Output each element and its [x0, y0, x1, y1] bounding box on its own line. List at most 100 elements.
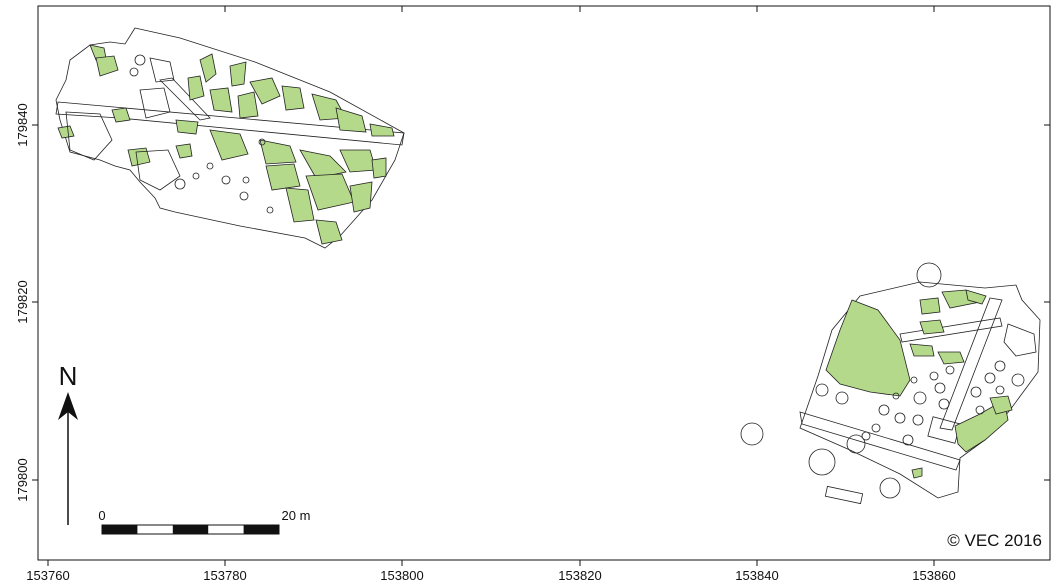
x-axis-ticks: 153760 153780 153800 153820 153840 15386… [26, 6, 956, 583]
green-feature [237, 91, 259, 119]
pit-feature [134, 54, 146, 66]
y-tick-label: 179800 [15, 458, 30, 501]
green-feature [825, 299, 911, 397]
pit-feature [902, 434, 914, 446]
green-feature [127, 147, 151, 167]
x-tick-label: 153860 [912, 568, 955, 583]
green-feature [229, 61, 247, 87]
green-feature [919, 319, 945, 335]
green-feature [339, 149, 377, 173]
scale-segment-black [102, 525, 138, 534]
map-frame [37, 5, 1051, 561]
y-tick-label: 179840 [15, 103, 30, 146]
green-feature [371, 157, 387, 179]
pit-feature [984, 372, 996, 384]
pit-feature [894, 412, 906, 424]
scale-end-label: 20 m [282, 508, 311, 523]
copyright-credit: © VEC 2016 [947, 531, 1042, 550]
white-feature [65, 111, 113, 161]
x-tick-label: 153780 [203, 568, 246, 583]
pit-feature [879, 477, 901, 499]
pit-feature [266, 206, 274, 214]
green-feature [965, 289, 987, 305]
pit-feature [835, 391, 849, 405]
pit-feature [221, 175, 231, 185]
pit-feature [258, 138, 266, 146]
green-feature [909, 343, 935, 357]
scale-segment-black [172, 525, 209, 534]
white-feature [135, 149, 181, 191]
pit-feature [740, 422, 764, 446]
pit-feature [846, 434, 866, 454]
excavation-area-southeast [740, 262, 1041, 505]
green-feature [259, 139, 297, 165]
excavation-area-northwest [55, 27, 405, 249]
pit-feature [206, 162, 214, 170]
pit-feature [913, 391, 927, 405]
green-feature [187, 75, 205, 101]
pit-feature [938, 398, 950, 410]
green-feature [57, 125, 75, 139]
linear-trench [799, 411, 961, 471]
pit-feature [945, 365, 955, 375]
green-feature [349, 181, 373, 213]
x-tick-label: 153800 [380, 568, 423, 583]
green-feature [369, 123, 395, 137]
pit-feature [929, 371, 939, 381]
green-feature [199, 53, 217, 83]
pit-feature [910, 376, 918, 384]
pit-feature [808, 448, 836, 476]
pit-feature [129, 67, 139, 77]
pit-feature [1011, 373, 1025, 387]
rectangular-feature [824, 485, 864, 505]
x-tick-label: 153760 [26, 568, 69, 583]
green-feature [919, 297, 941, 315]
green-feature [175, 119, 199, 135]
north-arrow: N [58, 361, 78, 525]
north-label: N [59, 361, 78, 391]
pit-feature [970, 386, 982, 398]
green-feature [95, 55, 119, 77]
green-feature [265, 163, 301, 191]
pit-feature [892, 392, 900, 400]
y-tick-label: 179820 [15, 280, 30, 323]
pit-feature [174, 178, 186, 190]
pit-feature [994, 360, 1006, 372]
x-tick-label: 153820 [558, 568, 601, 583]
north-arrow-head [58, 392, 78, 420]
scale-start-label: 0 [98, 508, 105, 523]
pit-feature [242, 176, 250, 184]
white-feature [149, 57, 175, 83]
white-feature [139, 87, 171, 119]
green-feature [175, 143, 193, 159]
green-feature [281, 85, 305, 111]
trench-outline [799, 281, 1041, 499]
pit-feature [975, 405, 985, 415]
pit-feature [934, 382, 946, 394]
pit-feature [878, 404, 890, 416]
green-feature [937, 351, 965, 365]
scale-segment-black [243, 525, 279, 534]
green-feature [285, 187, 315, 223]
trench-outline [55, 27, 405, 249]
green-feature [305, 173, 355, 211]
green-feature [315, 219, 343, 245]
green-feature [299, 149, 347, 179]
linear-trench [899, 317, 1003, 343]
pit-feature [871, 423, 881, 433]
x-tick-label: 153840 [735, 568, 778, 583]
green-feature [209, 129, 249, 161]
scale-bar: 0 20 m [98, 508, 311, 535]
green-feature [335, 107, 367, 133]
pit-feature [239, 191, 249, 201]
green-feature [111, 107, 131, 123]
pit-feature [916, 262, 942, 288]
pit-feature [995, 385, 1005, 395]
y-axis-ticks: 179840 179820 179800 [15, 103, 1050, 502]
pit-feature [815, 383, 829, 397]
green-feature [249, 77, 281, 105]
green-feature [911, 467, 923, 479]
green-feature [209, 87, 233, 113]
linear-trench [939, 297, 1003, 431]
